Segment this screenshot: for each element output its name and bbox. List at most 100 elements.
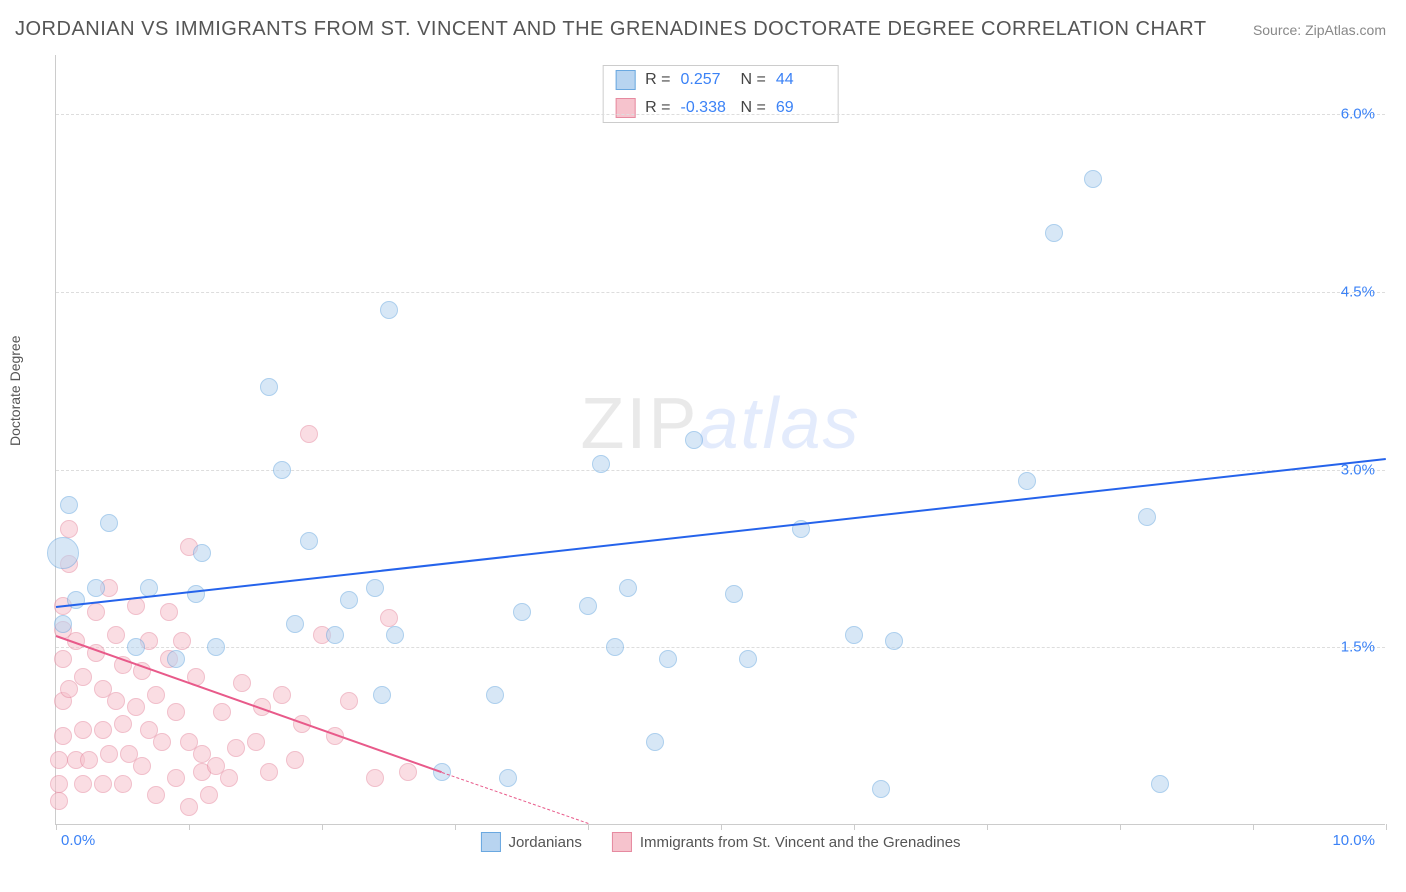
point-blue bbox=[659, 650, 677, 668]
point-blue bbox=[592, 455, 610, 473]
legend-label-blue: Jordanians bbox=[508, 834, 581, 851]
point-blue bbox=[380, 301, 398, 319]
point-blue bbox=[127, 638, 145, 656]
point-pink bbox=[340, 692, 358, 710]
point-pink bbox=[94, 775, 112, 793]
grid-line bbox=[56, 470, 1385, 471]
point-blue bbox=[646, 733, 664, 751]
point-blue bbox=[366, 579, 384, 597]
point-pink bbox=[160, 603, 178, 621]
point-pink bbox=[180, 798, 198, 816]
x-tick-mark bbox=[189, 824, 190, 830]
y-tick-label: 1.5% bbox=[1341, 639, 1375, 656]
point-pink bbox=[173, 632, 191, 650]
point-pink bbox=[100, 745, 118, 763]
point-pink bbox=[147, 686, 165, 704]
point-blue bbox=[326, 626, 344, 644]
y-axis-label: Doctorate Degree bbox=[7, 335, 23, 446]
point-blue bbox=[1084, 170, 1102, 188]
stat-row-pink: R = -0.338 N = 69 bbox=[603, 94, 838, 122]
swatch-blue bbox=[615, 70, 635, 90]
point-blue bbox=[1018, 472, 1036, 490]
point-blue bbox=[167, 650, 185, 668]
point-pink bbox=[133, 757, 151, 775]
y-tick-label: 4.5% bbox=[1341, 283, 1375, 300]
point-blue bbox=[486, 686, 504, 704]
point-pink bbox=[87, 603, 105, 621]
point-pink bbox=[50, 751, 68, 769]
point-blue bbox=[273, 461, 291, 479]
point-blue bbox=[100, 514, 118, 532]
point-pink bbox=[50, 792, 68, 810]
point-pink bbox=[74, 775, 92, 793]
correlation-chart: JORDANIAN VS IMMIGRANTS FROM ST. VINCENT… bbox=[0, 0, 1406, 892]
point-pink bbox=[54, 727, 72, 745]
point-blue bbox=[499, 769, 517, 787]
point-blue bbox=[286, 615, 304, 633]
point-pink bbox=[380, 609, 398, 627]
point-pink bbox=[220, 769, 238, 787]
point-blue bbox=[619, 579, 637, 597]
point-pink bbox=[227, 739, 245, 757]
point-pink bbox=[233, 674, 251, 692]
point-blue bbox=[845, 626, 863, 644]
x-tick-right: 10.0% bbox=[1332, 832, 1375, 849]
stat-row-blue: R = 0.257 N = 44 bbox=[603, 66, 838, 94]
point-pink bbox=[54, 650, 72, 668]
point-blue bbox=[386, 626, 404, 644]
grid-line bbox=[56, 114, 1385, 115]
x-tick-mark bbox=[588, 824, 589, 830]
point-pink bbox=[94, 721, 112, 739]
bottom-legend: Jordanians Immigrants from St. Vincent a… bbox=[480, 832, 960, 852]
point-blue bbox=[54, 615, 72, 633]
point-blue bbox=[87, 579, 105, 597]
point-blue bbox=[1138, 508, 1156, 526]
point-pink bbox=[60, 520, 78, 538]
point-pink bbox=[74, 668, 92, 686]
point-pink bbox=[50, 775, 68, 793]
point-blue bbox=[60, 496, 78, 514]
point-blue bbox=[513, 603, 531, 621]
point-blue bbox=[579, 597, 597, 615]
point-pink bbox=[399, 763, 417, 781]
point-blue bbox=[300, 532, 318, 550]
point-pink bbox=[167, 769, 185, 787]
point-pink bbox=[147, 786, 165, 804]
r-value-blue: 0.257 bbox=[681, 71, 731, 89]
point-blue bbox=[739, 650, 757, 668]
point-pink bbox=[114, 715, 132, 733]
x-tick-mark bbox=[56, 824, 57, 830]
x-tick-mark bbox=[322, 824, 323, 830]
point-pink bbox=[80, 751, 98, 769]
point-blue bbox=[725, 585, 743, 603]
point-pink bbox=[213, 703, 231, 721]
point-pink bbox=[300, 425, 318, 443]
point-pink bbox=[200, 786, 218, 804]
grid-line bbox=[56, 292, 1385, 293]
x-tick-mark bbox=[1386, 824, 1387, 830]
y-tick-label: 6.0% bbox=[1341, 106, 1375, 123]
point-blue bbox=[606, 638, 624, 656]
point-pink bbox=[107, 626, 125, 644]
point-blue bbox=[373, 686, 391, 704]
chart-title: JORDANIAN VS IMMIGRANTS FROM ST. VINCENT… bbox=[15, 18, 1207, 41]
point-blue bbox=[1045, 224, 1063, 242]
point-pink bbox=[366, 769, 384, 787]
legend-item-blue: Jordanians bbox=[480, 832, 581, 852]
r-label: R = bbox=[645, 71, 670, 89]
legend-item-pink: Immigrants from St. Vincent and the Gren… bbox=[612, 832, 961, 852]
point-pink bbox=[260, 763, 278, 781]
point-blue bbox=[340, 591, 358, 609]
plot-area: ZIPatlas R = 0.257 N = 44 R = -0.338 N =… bbox=[55, 55, 1385, 825]
point-pink bbox=[153, 733, 171, 751]
point-pink bbox=[114, 775, 132, 793]
point-blue bbox=[260, 378, 278, 396]
trend-blue bbox=[56, 458, 1386, 608]
x-tick-mark bbox=[987, 824, 988, 830]
point-blue bbox=[187, 585, 205, 603]
point-blue bbox=[872, 780, 890, 798]
grid-line bbox=[56, 647, 1385, 648]
point-pink bbox=[273, 686, 291, 704]
point-blue bbox=[207, 638, 225, 656]
point-blue bbox=[685, 431, 703, 449]
